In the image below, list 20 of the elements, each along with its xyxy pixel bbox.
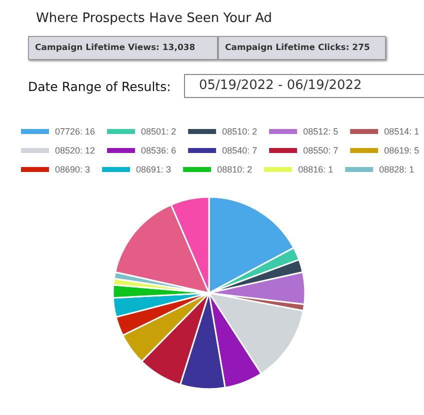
legend-label: 08501: 2: [141, 126, 176, 136]
legend-label: 08536: 6: [141, 146, 176, 156]
legend-label: 08828: 1: [379, 164, 414, 174]
legend-label: 08520: 12: [55, 146, 96, 156]
text: Campaign Lifetime Views: 13,038: [28, 36, 218, 60]
text: Campaign Lifetime Clicks: 275: [218, 36, 386, 60]
legend-label: 08510: 2: [222, 126, 258, 136]
text: Date Range of Results:: [28, 79, 171, 94]
chart-title: Where Prospects Have Seen Your Ad: [36, 11, 272, 26]
legend-label: 08550: 7: [303, 146, 338, 156]
legend-label: 08810: 2: [217, 164, 252, 174]
legend-label: 08690: 3: [55, 164, 90, 174]
text: 05/19/2022 - 06/19/2022: [184, 74, 424, 98]
legend-label: 08512: 5: [303, 126, 338, 136]
legend-label: 08540: 7: [222, 146, 258, 156]
legend-label: 08514: 1: [384, 126, 420, 136]
legend-label: 07726: 16: [55, 126, 96, 136]
legend-label: 08691: 3: [136, 164, 172, 174]
legend-label: 08816: 1: [298, 164, 334, 174]
legend-label: 08619: 5: [384, 146, 420, 156]
